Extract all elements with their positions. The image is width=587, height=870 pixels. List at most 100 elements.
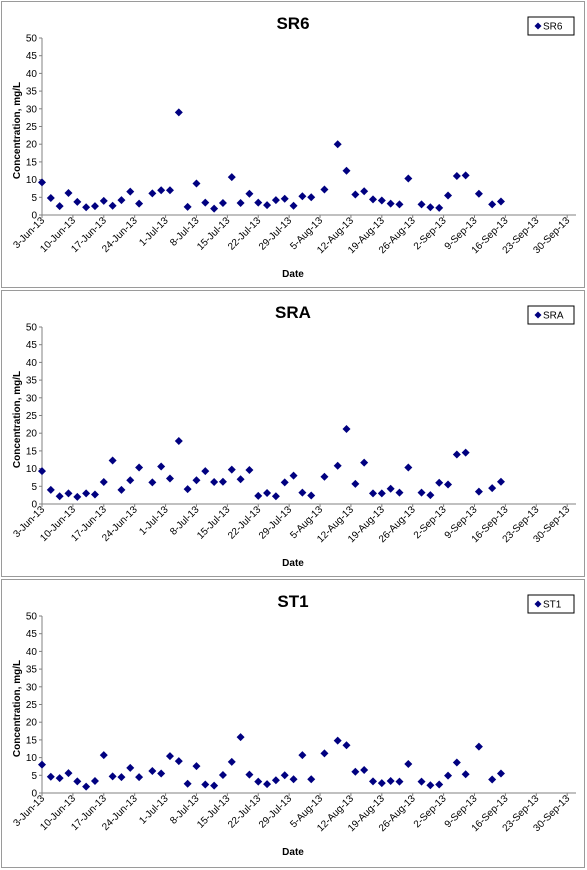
data-point	[210, 781, 219, 790]
data-point	[320, 749, 329, 758]
data-point	[435, 478, 444, 487]
data-point	[99, 196, 108, 205]
data-point	[435, 203, 444, 212]
legend-marker	[534, 22, 542, 30]
scatter-chart-sra: SRA051015202530354045503-Jun-1310-Jun-13…	[11, 303, 576, 569]
data-point	[417, 777, 426, 786]
chart-panel-sra: SRA 0 5 10 15 20 25 30 35 40 45 50 3-Jun-13 10-Jun-13…	[1, 290, 585, 577]
legend-marker	[534, 600, 542, 608]
y-tick-label: 5	[31, 482, 37, 493]
data-point	[307, 775, 316, 784]
data-point	[117, 485, 126, 494]
y-tick-label: 5	[31, 193, 37, 204]
data-point	[404, 174, 413, 183]
data-point	[64, 769, 73, 778]
data-point	[368, 195, 377, 204]
data-point	[289, 201, 298, 210]
data-point	[461, 448, 470, 457]
data-point	[404, 759, 413, 768]
data-point	[404, 463, 413, 472]
data-point	[377, 489, 386, 498]
data-point	[377, 196, 386, 205]
legend-marker	[534, 311, 542, 319]
data-point	[426, 203, 435, 212]
data-point	[368, 777, 377, 786]
y-tick-label: 45	[26, 340, 38, 351]
data-point	[55, 774, 64, 783]
data-point	[474, 189, 483, 198]
data-point	[183, 779, 192, 788]
data-point	[46, 194, 55, 203]
data-point	[99, 751, 108, 760]
y-tick-label: 25	[26, 411, 38, 422]
data-point	[183, 202, 192, 211]
scatter-chart-sr6: SR6051015202530354045503-Jun-1310-Jun-13…	[11, 14, 576, 280]
data-point	[280, 771, 289, 780]
data-point	[192, 476, 201, 485]
y-axis-title: Concentration, mg/L	[12, 82, 23, 179]
data-point	[496, 769, 505, 778]
x-axis-title: Date	[282, 847, 304, 858]
data-point	[117, 196, 126, 205]
data-point	[426, 491, 435, 500]
data-point	[64, 189, 73, 198]
data-point	[108, 456, 117, 465]
data-point	[298, 488, 307, 497]
data-point	[165, 474, 174, 483]
data-point	[90, 776, 99, 785]
legend-label: SR6	[543, 22, 563, 33]
data-point	[126, 476, 135, 485]
data-point	[444, 191, 453, 200]
data-point	[360, 765, 369, 774]
data-point	[82, 782, 91, 791]
data-point	[245, 466, 254, 475]
legend-label: ST1	[543, 600, 562, 611]
data-point	[148, 189, 157, 198]
y-tick-label: 5	[31, 771, 37, 782]
data-point	[360, 187, 369, 196]
data-point	[452, 758, 461, 767]
data-point	[351, 190, 360, 199]
data-point	[342, 424, 351, 433]
data-point	[55, 492, 64, 501]
x-tick-label: 29-Jul-13	[257, 504, 295, 542]
data-point	[263, 489, 272, 498]
data-point	[307, 193, 316, 202]
data-point	[126, 187, 135, 196]
x-tick-label: 2-Sep-13	[412, 793, 449, 830]
scatter-chart-st1: ST1051015202530354045503-Jun-1310-Jun-13…	[11, 592, 576, 858]
x-tick-label: 29-Jul-13	[257, 793, 295, 831]
data-point	[82, 203, 91, 212]
data-point	[157, 462, 166, 471]
data-point	[183, 485, 192, 494]
data-point	[320, 185, 329, 194]
data-point	[496, 477, 505, 486]
y-tick-label: 40	[26, 69, 38, 80]
y-tick-label: 45	[26, 629, 38, 640]
data-point	[46, 772, 55, 781]
data-point	[333, 140, 342, 149]
data-point	[174, 108, 183, 117]
y-tick-label: 0	[31, 500, 37, 511]
data-point	[263, 780, 272, 789]
data-point	[395, 777, 404, 786]
data-point	[320, 472, 329, 481]
data-point	[298, 751, 307, 760]
data-point	[135, 773, 144, 782]
data-point	[280, 478, 289, 487]
y-tick-label: 20	[26, 429, 38, 440]
y-tick-label: 30	[26, 682, 38, 693]
data-point	[108, 772, 117, 781]
chart-title: SRA	[275, 303, 311, 322]
legend: SR6	[527, 16, 575, 36]
data-point	[417, 488, 426, 497]
data-point	[271, 776, 280, 785]
data-point	[38, 178, 46, 187]
y-tick-label: 35	[26, 376, 38, 387]
data-point	[263, 201, 272, 210]
y-tick-label: 10	[26, 464, 38, 475]
x-tick-label: 1-Jul-13	[137, 504, 171, 538]
data-point	[90, 202, 99, 211]
data-point	[227, 173, 236, 182]
data-point	[360, 458, 369, 467]
